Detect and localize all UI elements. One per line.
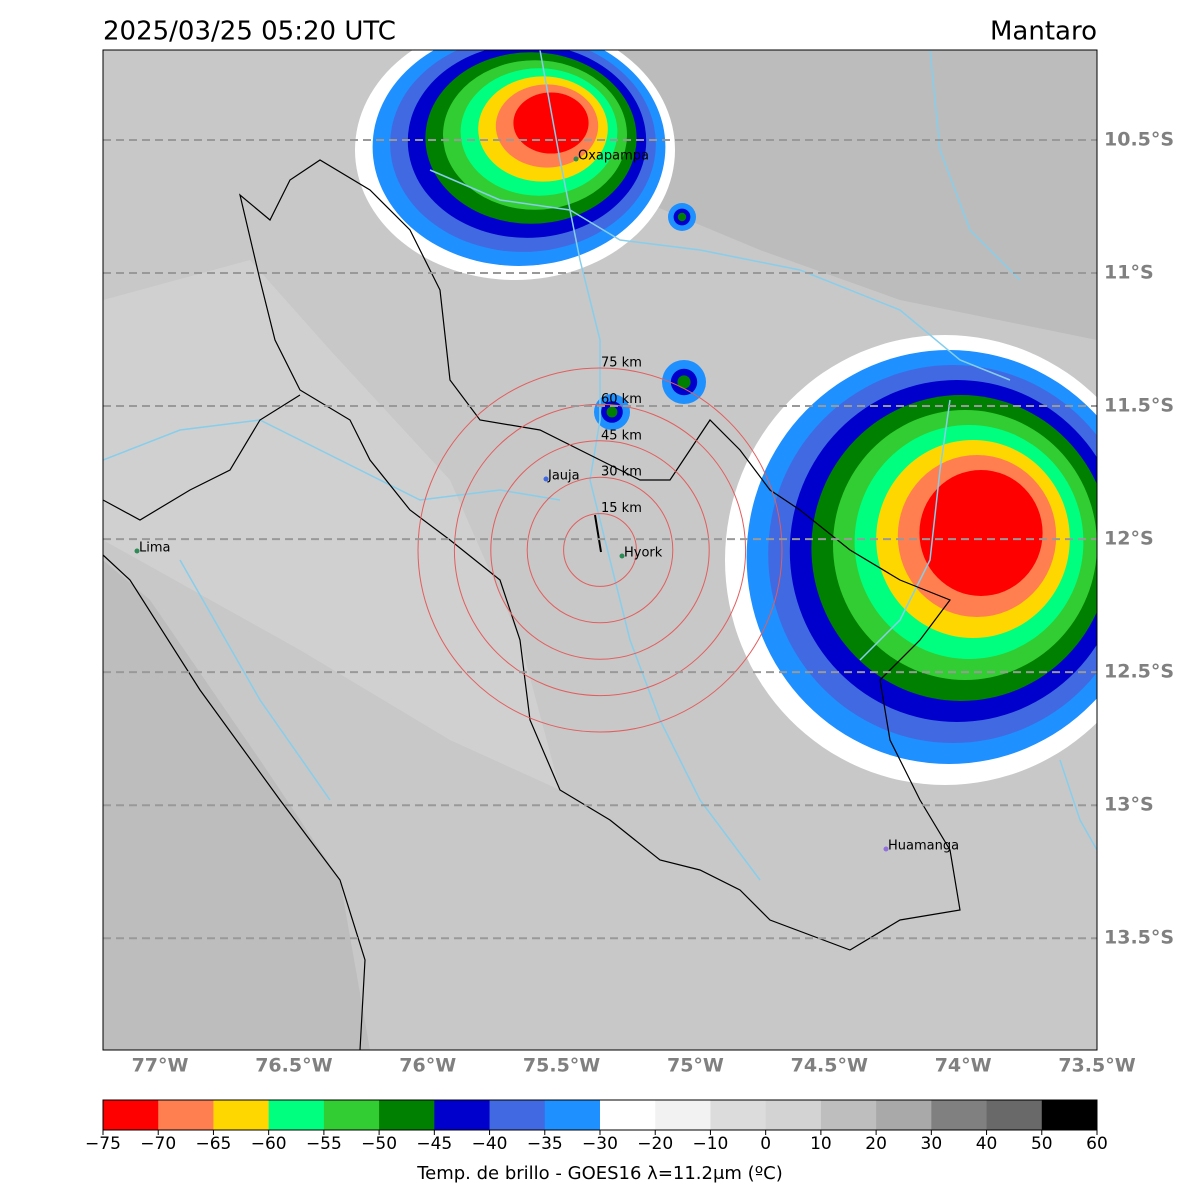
colorbar-tick-label: 40 — [976, 1134, 998, 1154]
lon-tick-label: 76°W — [399, 1055, 456, 1077]
lon-tick-label: 74°W — [935, 1055, 992, 1077]
radar-beam — [594, 514, 602, 553]
colorbar-segment — [158, 1100, 214, 1130]
colorbar-segment — [544, 1100, 601, 1130]
colorbar-segment — [986, 1100, 1043, 1130]
city-dot — [883, 846, 889, 852]
colorbar-tick-label: −40 — [472, 1134, 508, 1154]
city-label: Oxapampa — [578, 149, 649, 164]
lon-tick-label: 75.5°W — [523, 1055, 600, 1077]
colorbar-tick-label: −35 — [527, 1134, 563, 1154]
colorbar-tick-label: −50 — [361, 1134, 397, 1154]
colorbar-tick-label: −30 — [582, 1134, 618, 1154]
rivers — [103, 50, 1097, 881]
colorbar-tick-label: −45 — [416, 1134, 452, 1154]
city-label: Hyork — [624, 546, 663, 561]
colorbar-segment — [600, 1100, 656, 1130]
cloud-cell — [677, 375, 691, 389]
colorbar-label: Temp. de brillo - GOES16 λ=11.2μm (ºC) — [416, 1163, 783, 1184]
range-ring — [453, 403, 747, 697]
city-dot — [573, 156, 579, 162]
city-label: Jauja — [547, 469, 580, 484]
ring-label: 75 km — [601, 356, 642, 371]
colorbar-segment — [655, 1100, 711, 1130]
colorbar-tick-label: −60 — [251, 1134, 287, 1154]
colorbar-segment — [379, 1100, 435, 1130]
colorbar-segment — [434, 1100, 491, 1130]
colorbar-segment — [931, 1100, 988, 1130]
colorbar-tick-label: 0 — [760, 1134, 771, 1154]
range-ring — [490, 440, 710, 660]
colorbar-segment — [323, 1100, 380, 1130]
colorbar-tick-label: −10 — [692, 1134, 728, 1154]
lat-tick-label: 10.5°S — [1104, 128, 1174, 150]
lat-tick-label: 13°S — [1104, 794, 1154, 816]
city-dot — [619, 553, 625, 559]
lat-tick-label: 12.5°S — [1104, 661, 1174, 683]
ring-label: 15 km — [601, 501, 642, 516]
lon-tick-label: 75°W — [667, 1055, 724, 1077]
colorbar-tick-label: 60 — [1086, 1134, 1108, 1154]
colorbar-segment — [103, 1100, 159, 1130]
lon-tick-label: 73.5°W — [1058, 1055, 1135, 1077]
colorbar-tick-label: −70 — [140, 1134, 176, 1154]
colorbar-segment — [1041, 1100, 1098, 1130]
range-rings — [417, 367, 783, 733]
colorbar-tick-label: 20 — [865, 1134, 887, 1154]
east-zone — [600, 50, 1097, 340]
boundaries — [103, 159, 961, 1050]
lon-tick-label: 74.5°W — [791, 1055, 868, 1077]
colorbar-segment — [710, 1100, 767, 1130]
colorbar-tick-label: −20 — [637, 1134, 673, 1154]
colorbar-segment — [876, 1100, 932, 1130]
colorbar-tick-label: 50 — [1031, 1134, 1053, 1154]
colorbar-tick-label: 30 — [921, 1134, 943, 1154]
lon-tick-label: 76.5°W — [255, 1055, 332, 1077]
colorbar-tick-label: −55 — [306, 1134, 342, 1154]
ring-label: 30 km — [601, 465, 642, 480]
colorbar-tick-label: 10 — [810, 1134, 832, 1154]
city-label: Huamanga — [888, 839, 959, 854]
range-ring — [417, 367, 783, 733]
range-ring — [563, 513, 637, 587]
cloud-layer — [919, 470, 1043, 596]
city-label: Lima — [139, 541, 170, 556]
ring-label: 45 km — [601, 428, 642, 443]
highland — [103, 260, 560, 790]
range-ring — [526, 476, 674, 624]
map-area: 15 km 30 km 45 km 60 km 75 km Oxapampa Jauja Hy… — [103, 50, 1097, 1050]
lat-tick-label: 11.5°S — [1104, 395, 1174, 417]
cloud-layer — [513, 92, 589, 154]
city-dot — [134, 548, 140, 554]
lat-tick-label: 13.5°S — [1104, 927, 1174, 949]
cloud-cell — [606, 406, 618, 418]
ring-label: 60 km — [601, 392, 642, 407]
colorbar-tick-label: −75 — [85, 1134, 121, 1154]
colorbar-segment — [820, 1100, 877, 1130]
colorbar-segment — [765, 1100, 822, 1130]
city-dot — [543, 476, 549, 482]
colorbar-segment — [268, 1100, 325, 1130]
map-frame — [102, 49, 1098, 1051]
region-name: Mantaro — [990, 17, 1097, 47]
lat-tick-label: 12°S — [1104, 528, 1154, 550]
colorbar-segment — [489, 1100, 546, 1130]
colorbar-segment — [213, 1100, 270, 1130]
colorbar-tick-label: −65 — [195, 1134, 231, 1154]
cloud-cell — [677, 212, 687, 222]
title: 2025/03/25 05:20 UTC — [103, 17, 396, 47]
lat-tick-label: 11°S — [1104, 261, 1154, 283]
lon-tick-label: 77°W — [132, 1055, 189, 1077]
